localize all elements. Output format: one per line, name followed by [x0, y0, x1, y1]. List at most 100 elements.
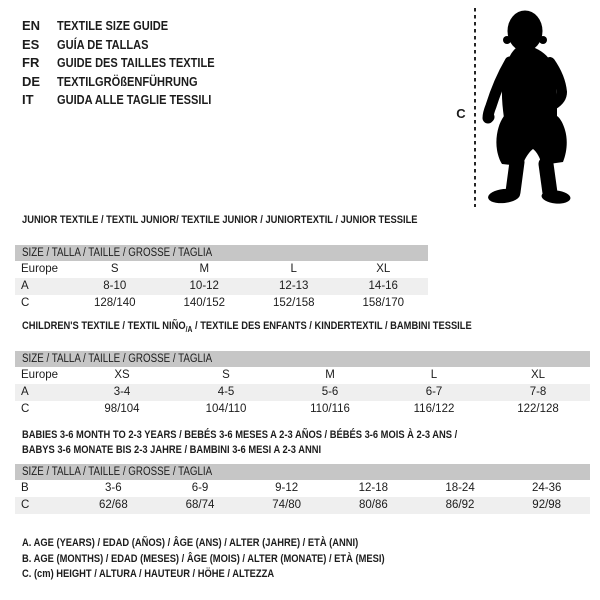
- table-cell: 7-8: [529, 386, 547, 399]
- table-cell: 10-12: [189, 280, 219, 292]
- size-table: SIZE / TALLA / TAILLE / GRÖSSE / TAGLIA …: [15, 464, 590, 514]
- table-cell: 122/128: [517, 403, 559, 416]
- row-label: C: [21, 499, 30, 511]
- table-header-bar: SIZE / TALLA / TAILLE / GRÖSSE / TAGLIA: [15, 245, 428, 261]
- table-cell: S: [110, 263, 119, 275]
- table-header-label: SIZE / TALLA / TAILLE / GRÖSSE / TAGLIA: [22, 247, 213, 259]
- table-cell: 80/86: [358, 499, 388, 511]
- table-row: C 128/140 140/152 152/158 158/170: [15, 295, 428, 312]
- footnotes: A. AGE (YEARS) / EDAD (AÑOS) / ÂGE (ANS)…: [15, 536, 449, 583]
- table-cell: 14-16: [368, 280, 398, 292]
- table-cell: 62/68: [98, 499, 128, 511]
- table-cell: 12-18: [358, 482, 389, 494]
- section-title-text: CHILDREN'S TEXTILE / TEXTIL NIÑO/A / TEX…: [22, 319, 472, 337]
- table-header-bar: SIZE / TALLA / TAILLE / GRÖSSE / TAGLIA: [15, 464, 590, 480]
- table-cell: 4-5: [217, 386, 235, 399]
- footnote-line: A. AGE (YEARS) / EDAD (AÑOS) / ÂGE (ANS)…: [22, 536, 449, 552]
- row-label: Europe: [21, 369, 59, 382]
- footnote-text: C. (cm) HEIGHT / ALTURA / HAUTEUR / HÖHE…: [22, 568, 275, 580]
- language-row: DE TEXTILGRÖßENFÜHRUNG: [22, 73, 242, 92]
- section-title-text: BABIES 3-6 MONTH TO 2-3 YEARS / BEBÉS 3-…: [22, 428, 457, 443]
- height-measure-dashed-line: [474, 8, 476, 207]
- title-segment: BABYS 3-6 MONATE BIS 2-3 JAHRE / BAMBINI…: [22, 444, 322, 456]
- title-segment: BABIES 3-6 MONTH TO 2-3 YEARS / BEBÉS 3-…: [22, 429, 458, 441]
- table-cell: 104/110: [205, 403, 247, 416]
- section-title: BABIES 3-6 MONTH TO 2-3 YEARS / BEBÉS 3-…: [15, 428, 590, 458]
- language-title-list: EN TEXTILE SIZE GUIDE ES GUÍA DE TALLAS FR GU…: [22, 17, 242, 110]
- height-dimension-label: C: [456, 106, 466, 121]
- table-row: C 98/104 104/110 110/116 116/122 122/128: [15, 401, 590, 418]
- table-cell: 9-12: [275, 482, 299, 494]
- table-cell: 116/122: [413, 403, 455, 416]
- row-label: C: [21, 403, 30, 416]
- footnote-line: B. AGE (MONTHS) / EDAD (MESES) / ÂGE (MO…: [22, 552, 449, 568]
- table-body: Europe XS S M L XL A 3-4 4-5 5-6 6-7 7-8 C 98/104 104/…: [15, 367, 590, 418]
- table-cell: 92/98: [532, 499, 562, 511]
- language-title-text: TEXTILGRÖßENFÜHRUNG: [57, 73, 198, 89]
- section-title-line: BABIES 3-6 MONTH TO 2-3 YEARS / BEBÉS 3-…: [22, 428, 590, 443]
- row-label: B: [21, 482, 29, 494]
- table-header-label: SIZE / TALLA / TAILLE / GRÖSSE / TAGLIA: [22, 353, 213, 366]
- table-cell: 3-6: [105, 482, 122, 494]
- table-cell: L: [430, 369, 438, 382]
- table-cell: 158/170: [362, 297, 405, 309]
- table-cell: 5-6: [321, 386, 339, 399]
- title-segment: CHILDREN'S TEXTILE / TEXTIL NIÑO: [22, 320, 186, 332]
- section-title-text: JUNIOR TEXTILE / TEXTIL JUNIOR/ TEXTILE …: [22, 213, 418, 228]
- table-cell: 140/152: [183, 297, 226, 309]
- language-title-text: TEXTILE SIZE GUIDE: [57, 18, 169, 33]
- section-babies-textile: BABIES 3-6 MONTH TO 2-3 YEARS / BEBÉS 3-…: [15, 428, 590, 514]
- table-cell: 74/80: [272, 499, 302, 511]
- section-junior-textile: JUNIOR TEXTILE / TEXTIL JUNIOR/ TEXTILE …: [15, 213, 428, 312]
- table-row: Europe S M L XL: [15, 261, 428, 278]
- table-cell: 6-7: [425, 386, 443, 399]
- table-cell: XL: [376, 263, 391, 275]
- section-title: CHILDREN'S TEXTILE / TEXTIL NIÑO/A / TEX…: [15, 319, 590, 337]
- table-cell: 18-24: [445, 482, 475, 494]
- language-code: IT: [22, 92, 34, 107]
- table-header-bar: SIZE / TALLA / TAILLE / GRÖSSE / TAGLIA: [15, 351, 590, 368]
- size-table: SIZE / TALLA / TAILLE / GRÖSSE / TAGLIA …: [15, 351, 590, 418]
- table-cell: 110/116: [310, 403, 350, 416]
- table-cell: M: [199, 263, 210, 275]
- title-subscript: /A: [185, 325, 193, 335]
- section-title-line: CHILDREN'S TEXTILE / TEXTIL NIÑO/A / TEX…: [22, 319, 590, 337]
- language-row: FR GUIDE DES TAILLES TEXTILE: [22, 54, 242, 73]
- table-header-label: SIZE / TALLA / TAILLE / GRÖSSE / TAGLIA: [22, 466, 213, 478]
- section-childrens-textile: CHILDREN'S TEXTILE / TEXTIL NIÑO/A / TEX…: [15, 319, 590, 418]
- footnote-line: C. (cm) HEIGHT / ALTURA / HAUTEUR / HÖHE…: [22, 567, 449, 583]
- table-row: Europe XS S M L XL: [15, 367, 590, 384]
- table-cell: L: [290, 263, 297, 275]
- language-code: FR: [22, 55, 40, 70]
- language-code: EN: [22, 18, 41, 33]
- table-cell: 8-10: [103, 280, 127, 292]
- table-cell: 68/74: [185, 499, 215, 511]
- table-row: A 8-10 10-12 12-13 14-16: [15, 278, 428, 295]
- section-title-text: BABYS 3-6 MONATE BIS 2-3 JAHRE / BAMBINI…: [22, 443, 321, 458]
- table-cell: 128/140: [93, 297, 136, 309]
- row-label: A: [21, 386, 29, 399]
- table-cell: 6-9: [191, 482, 209, 494]
- table-cell: 24-36: [531, 482, 562, 494]
- language-code: DE: [22, 73, 41, 89]
- size-table: SIZE / TALLA / TAILLE / GRÖSSE / TAGLIA …: [15, 245, 428, 312]
- toddler-silhouette: [482, 10, 571, 204]
- table-cell: XL: [530, 369, 546, 382]
- table-cell: S: [222, 369, 230, 382]
- table-row: B 3-6 6-9 9-12 12-18 18-24 24-36: [15, 480, 590, 497]
- footnote-text: B. AGE (MONTHS) / EDAD (MESES) / ÂGE (MO…: [22, 552, 385, 565]
- language-row: IT GUIDA ALLE TAGLIE TESSILI: [22, 91, 242, 110]
- language-row: EN TEXTILE SIZE GUIDE: [22, 17, 242, 36]
- table-row: C 62/68 68/74 74/80 80/86 86/92 92/98: [15, 497, 590, 514]
- table-row: A 3-4 4-5 5-6 6-7 7-8: [15, 384, 590, 402]
- table-body: Europe S M L XL A 8-10 10-12 12-13 14-16 C 128/140 1…: [15, 261, 428, 312]
- table-cell: 98/104: [104, 403, 140, 416]
- language-code: ES: [22, 36, 40, 52]
- table-body: B 3-6 6-9 9-12 12-18 18-24 24-36 C 62/68 68/74 74/…: [15, 480, 590, 514]
- language-title-text: GUÍA DE TALLAS: [57, 36, 149, 52]
- row-label: A: [21, 280, 29, 292]
- table-cell: 152/158: [272, 297, 315, 309]
- language-title-text: GUIDA ALLE TAGLIE TESSILI: [57, 92, 212, 107]
- row-label: C: [21, 297, 30, 309]
